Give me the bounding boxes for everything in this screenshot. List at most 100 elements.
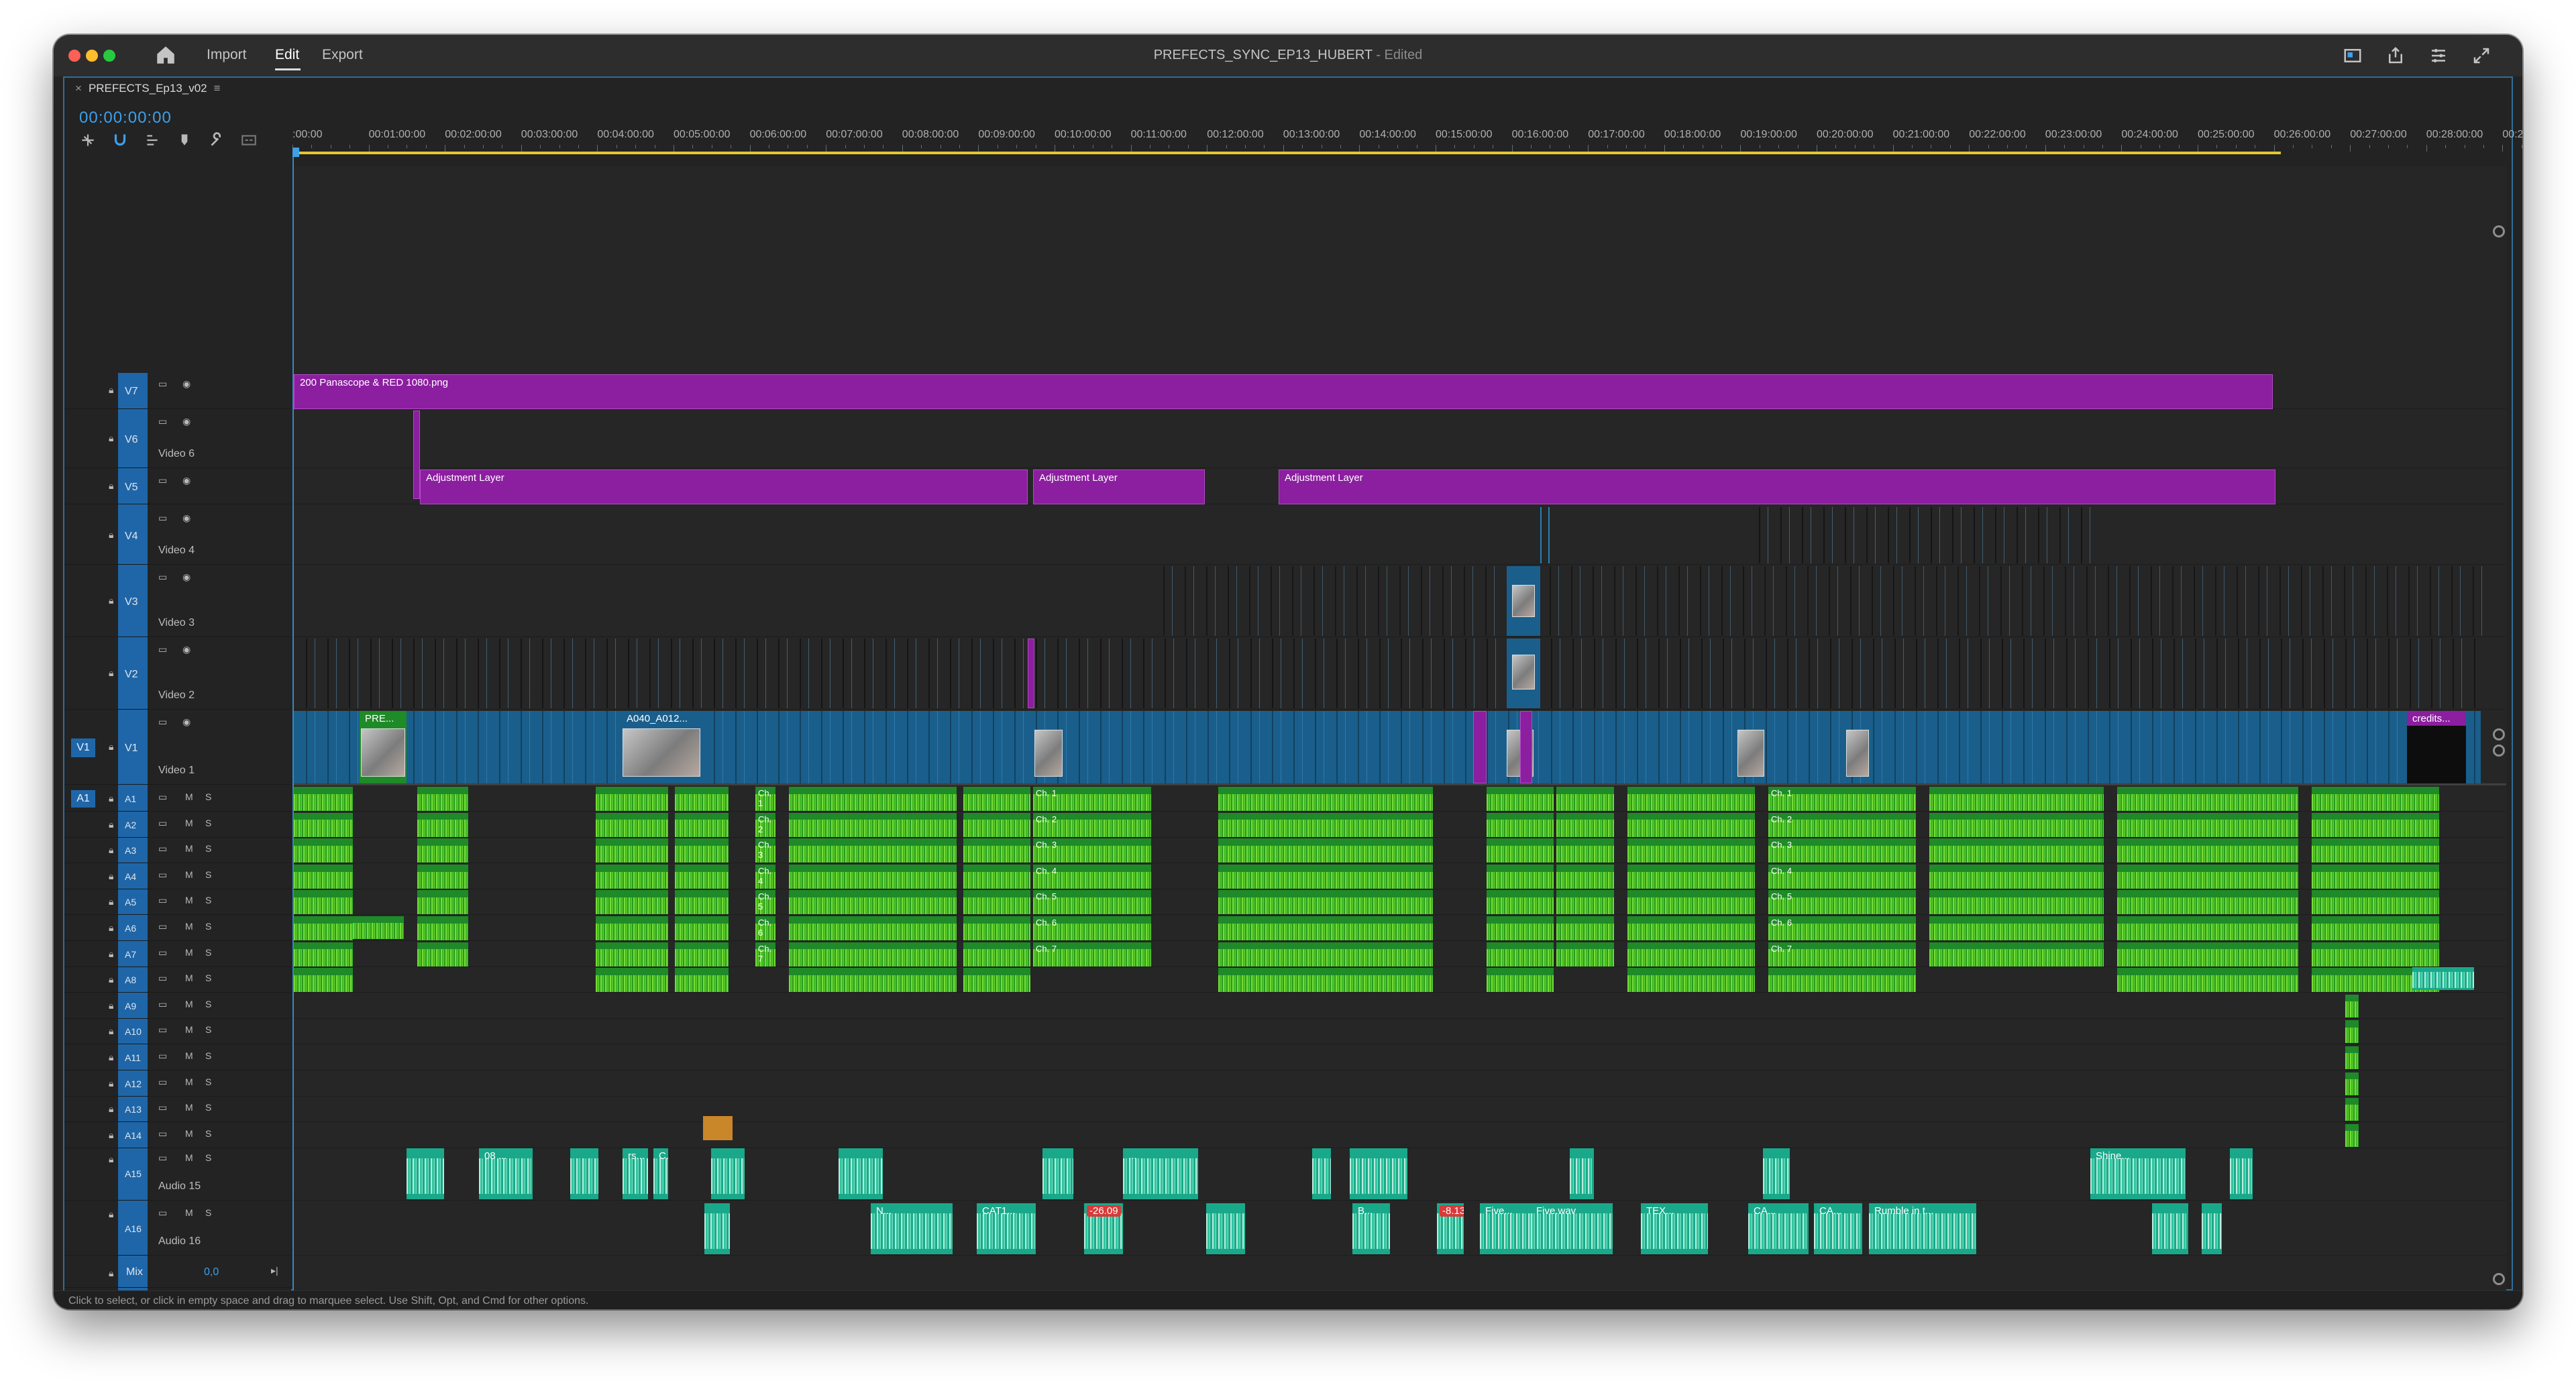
- audio-clip-dialogue[interactable]: [1929, 812, 2104, 837]
- audio-clip-dialogue[interactable]: [294, 942, 353, 966]
- lock-icon[interactable]: 🔒︎: [109, 1052, 114, 1062]
- audio-clip-dialogue[interactable]: [417, 838, 468, 863]
- sequence-tab[interactable]: × PREFECTS_Ep13_v02 ≡: [75, 82, 221, 95]
- clip-v1-a040[interactable]: A040_A012...: [621, 711, 702, 783]
- audio-clip-dialogue[interactable]: [963, 968, 1030, 993]
- audio-clip-a16[interactable]: Five...: [1480, 1203, 1531, 1254]
- solo-button[interactable]: S: [205, 895, 212, 906]
- lock-icon[interactable]: 🔒︎: [109, 844, 114, 856]
- audio-clip-dialogue[interactable]: [417, 864, 468, 889]
- clip-v1-credits[interactable]: credits...: [2407, 711, 2466, 783]
- audio-clip-dialogue[interactable]: [1929, 890, 2104, 915]
- clip-v2-shot[interactable]: [1507, 639, 1540, 708]
- audio-clip-a15[interactable]: ...: [1123, 1148, 1198, 1199]
- audio-clip-dialogue[interactable]: [1929, 787, 2104, 811]
- home-icon[interactable]: [154, 44, 177, 66]
- clip-adjustment-layer-2[interactable]: Adjustment Layer: [1033, 469, 1205, 504]
- close-window-button[interactable]: [68, 50, 80, 62]
- track-id[interactable]: A2: [125, 819, 137, 830]
- audio-clip-dialogue[interactable]: Ch. 7: [755, 942, 775, 966]
- mute-button[interactable]: M: [185, 946, 193, 958]
- audio-clip-a15[interactable]: [1763, 1148, 1790, 1199]
- lock-icon[interactable]: 🔒︎: [109, 922, 114, 933]
- audio-clip-dialogue[interactable]: [596, 787, 668, 811]
- workspace-tab-export[interactable]: Export: [322, 47, 363, 62]
- track-id[interactable]: A15: [125, 1168, 142, 1179]
- lock-icon[interactable]: 🔒︎: [109, 667, 114, 678]
- lock-icon[interactable]: 🔒︎: [109, 1103, 114, 1115]
- audio-clip-dialogue[interactable]: [294, 968, 353, 993]
- minimize-window-button[interactable]: [86, 50, 98, 62]
- sync-lock-icon[interactable]: ▭: [158, 895, 168, 906]
- audio-clip-dialogue[interactable]: [675, 864, 729, 889]
- audio-track-lane[interactable]: [292, 889, 2506, 916]
- sync-lock-icon[interactable]: ▭: [158, 1207, 168, 1218]
- audio-clip-a16[interactable]: [2202, 1203, 2222, 1254]
- lock-icon[interactable]: 🔒︎: [109, 595, 114, 606]
- go-to-end-icon[interactable]: ▸|: [271, 1265, 278, 1276]
- clip-v3-inserts[interactable]: [1151, 566, 2486, 636]
- audio-clip-a14-cue[interactable]: [703, 1116, 733, 1140]
- audio-clip-dialogue[interactable]: [963, 838, 1030, 863]
- audio-clip-dialogue[interactable]: [2312, 812, 2439, 837]
- audio-clip-dialogue[interactable]: [675, 787, 729, 811]
- clip-v4-inserts-2[interactable]: [1747, 507, 2096, 563]
- audio-clip-dialogue[interactable]: [1627, 916, 1755, 940]
- audio-clip-a15[interactable]: rs...: [623, 1148, 648, 1199]
- sync-lock-icon[interactable]: ▭: [158, 1024, 168, 1036]
- track-id[interactable]: V5: [125, 482, 138, 493]
- audio-clip-dialogue[interactable]: [2117, 838, 2298, 863]
- audio-clip-dialogue[interactable]: [1487, 916, 1554, 940]
- audio-clip-dialogue[interactable]: Ch. 6: [1768, 916, 1916, 940]
- audio-clip-dialogue[interactable]: Ch. 3: [1033, 838, 1151, 863]
- audio-clip-a16[interactable]: [1206, 1203, 1245, 1254]
- video-audio-divider[interactable]: [292, 783, 2506, 785]
- lock-icon[interactable]: 🔒︎: [109, 1077, 114, 1089]
- audio-clip-dialogue[interactable]: [675, 968, 729, 993]
- track-id[interactable]: V7: [125, 386, 138, 397]
- audio-clip-dialogue[interactable]: [2117, 890, 2298, 915]
- track-id[interactable]: A10: [125, 1026, 142, 1038]
- audio-clip-dialogue[interactable]: [417, 942, 468, 966]
- clip-v2-purple[interactable]: [1028, 639, 1034, 708]
- lock-icon[interactable]: 🔒︎: [109, 818, 114, 830]
- track-id[interactable]: A7: [125, 948, 137, 960]
- lock-icon[interactable]: 🔒︎: [109, 529, 114, 540]
- audio-clip-stem[interactable]: [2345, 1046, 2359, 1069]
- audio-clip-a16[interactable]: CA...: [1814, 1203, 1862, 1254]
- mute-button[interactable]: M: [185, 869, 193, 880]
- quick-export-icon[interactable]: [2343, 46, 2363, 66]
- audio-clip-dialogue[interactable]: [1556, 890, 1614, 915]
- audio-clip-dialogue[interactable]: [1556, 864, 1614, 889]
- clip-v3-shot[interactable]: [1507, 566, 1540, 636]
- audio-clip-dialogue[interactable]: [1218, 968, 1433, 993]
- audio-clip-dialogue[interactable]: [1218, 864, 1433, 889]
- clip-v2-inserts[interactable]: [294, 639, 2481, 708]
- audio-clip-dialogue[interactable]: Ch. 7: [1033, 942, 1151, 966]
- solo-button[interactable]: S: [205, 1127, 212, 1139]
- sync-lock-icon[interactable]: ▭: [158, 973, 168, 984]
- time-ruler[interactable]: :00:00 00:01:00:00 00:02:00:00 00:03:00:00 0…: [292, 105, 2522, 166]
- eye-icon[interactable]: ◉: [182, 378, 191, 389]
- timeline-settings-wrench-icon[interactable]: [208, 131, 225, 149]
- audio-clip-dialogue[interactable]: [789, 864, 957, 889]
- audio-clip-dialogue[interactable]: Ch. 5: [1033, 890, 1151, 915]
- lock-icon[interactable]: 🔒︎: [109, 896, 114, 907]
- audio-clip-dialogue[interactable]: [789, 838, 957, 863]
- audio-clip-dialogue[interactable]: [596, 942, 668, 966]
- audio-clip-a8-music[interactable]: [2412, 967, 2474, 990]
- track-id[interactable]: V2: [125, 669, 138, 680]
- track-id[interactable]: A8: [125, 975, 137, 986]
- full-screen-icon[interactable]: [2471, 46, 2491, 66]
- audio-clip-dialogue[interactable]: [675, 890, 729, 915]
- audio-clip-dialogue[interactable]: [1627, 890, 1755, 915]
- playhead-line[interactable]: [292, 148, 294, 1309]
- lock-icon[interactable]: 🔒︎: [109, 999, 114, 1011]
- track-id[interactable]: A5: [125, 897, 137, 908]
- audio-clip-dialogue[interactable]: [2117, 864, 2298, 889]
- audio-clip-dialogue[interactable]: [1487, 968, 1554, 993]
- solo-button[interactable]: S: [205, 1024, 212, 1036]
- share-icon[interactable]: [2385, 46, 2406, 66]
- audio-clip-dialogue[interactable]: Ch. 2: [1033, 812, 1151, 837]
- track-id[interactable]: A3: [125, 845, 137, 857]
